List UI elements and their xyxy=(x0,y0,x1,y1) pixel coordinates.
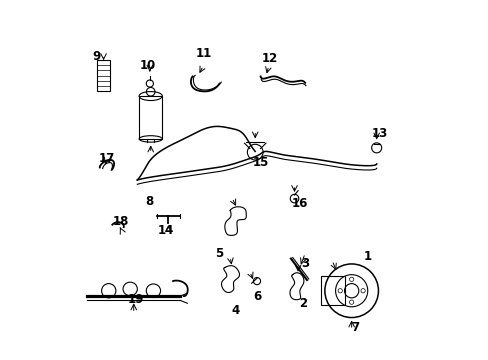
Text: 19: 19 xyxy=(127,293,143,306)
Text: 1: 1 xyxy=(363,250,371,263)
Bar xyxy=(139,96,162,139)
Text: 18: 18 xyxy=(113,215,129,228)
Text: 2: 2 xyxy=(299,297,307,310)
Text: 12: 12 xyxy=(261,52,277,65)
Text: 5: 5 xyxy=(215,247,223,260)
Bar xyxy=(97,60,110,91)
Text: 7: 7 xyxy=(350,321,359,334)
Text: 15: 15 xyxy=(252,156,268,168)
Bar xyxy=(321,276,344,305)
Text: 17: 17 xyxy=(99,152,115,165)
Text: 14: 14 xyxy=(158,224,174,237)
Text: 11: 11 xyxy=(195,47,211,60)
Text: 6: 6 xyxy=(252,289,261,303)
Text: 4: 4 xyxy=(231,304,239,317)
Text: 3: 3 xyxy=(301,257,308,270)
Text: 9: 9 xyxy=(92,50,100,63)
Text: 16: 16 xyxy=(291,197,307,210)
Text: 8: 8 xyxy=(145,195,154,208)
Text: 13: 13 xyxy=(371,127,387,140)
Text: 10: 10 xyxy=(140,59,156,72)
